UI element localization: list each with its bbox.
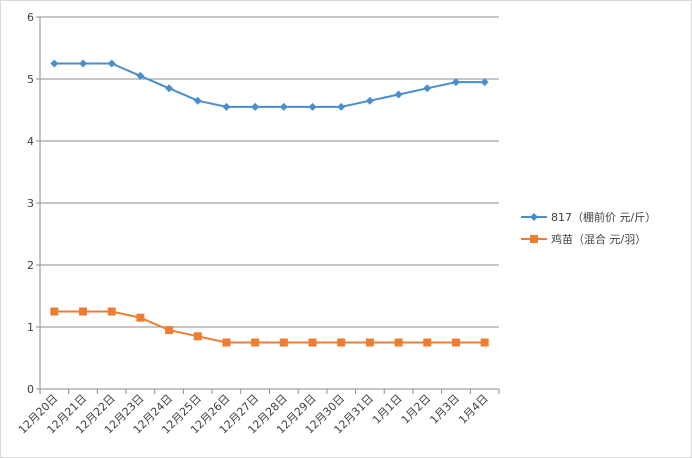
data-point-diamond (193, 96, 202, 105)
x-tick-label: 1月2日 (399, 392, 434, 427)
data-point-square (365, 338, 374, 347)
data-point-square (394, 338, 403, 347)
x-tick-label: 1月3日 (427, 392, 462, 427)
x-tick-label: 1月1日 (370, 392, 405, 427)
data-point-square (79, 307, 88, 316)
data-point-square (337, 338, 346, 347)
data-point-diamond (337, 102, 346, 111)
data-point-square (193, 332, 202, 341)
data-point-square (50, 307, 59, 316)
data-point-diamond (423, 84, 432, 93)
data-point-square (136, 313, 145, 322)
data-point-square (480, 338, 489, 347)
data-point-diamond (107, 59, 116, 68)
y-tick-label: 1 (27, 321, 34, 334)
y-tick-label: 4 (27, 135, 34, 148)
legend-marker-diamond (530, 213, 538, 221)
data-point-diamond (451, 78, 460, 87)
y-tick-label: 6 (27, 11, 34, 24)
data-point-diamond (165, 84, 174, 93)
data-point-square (165, 326, 174, 335)
y-tick-label: 2 (27, 259, 34, 272)
data-point-diamond (308, 102, 317, 111)
legend-label: 817（棚前价 元/斤） (551, 210, 656, 224)
x-tick-label: 1月4日 (456, 392, 491, 427)
y-tick-label: 3 (27, 197, 34, 210)
data-point-diamond (50, 59, 59, 68)
series-layer (50, 59, 489, 347)
legend: 817（棚前价 元/斤） 鸡苗（混合 元/羽） (521, 210, 656, 246)
data-point-diamond (480, 78, 489, 87)
data-point-square (222, 338, 231, 347)
data-point-diamond (79, 59, 88, 68)
data-point-square (451, 338, 460, 347)
legend-label: 鸡苗（混合 元/羽） (551, 232, 646, 246)
data-point-square (308, 338, 317, 347)
data-point-square (107, 307, 116, 316)
y-tick-label: 5 (27, 73, 34, 86)
axes: 012345612月20日12月21日12月22日12月23日12月24日12月… (16, 11, 500, 436)
data-point-square (279, 338, 288, 347)
series-line-0 (54, 62, 485, 108)
data-point-square (423, 338, 432, 347)
data-point-square (251, 338, 260, 347)
data-point-diamond (279, 102, 288, 111)
gridlines (40, 16, 499, 328)
y-tick-label: 0 (27, 383, 34, 396)
series-line-1 (54, 310, 485, 344)
data-point-diamond (394, 90, 403, 99)
legend-marker-square (530, 235, 538, 243)
data-point-diamond (251, 102, 260, 111)
data-point-diamond (365, 96, 374, 105)
data-point-diamond (222, 102, 231, 111)
data-point-diamond (136, 71, 145, 80)
